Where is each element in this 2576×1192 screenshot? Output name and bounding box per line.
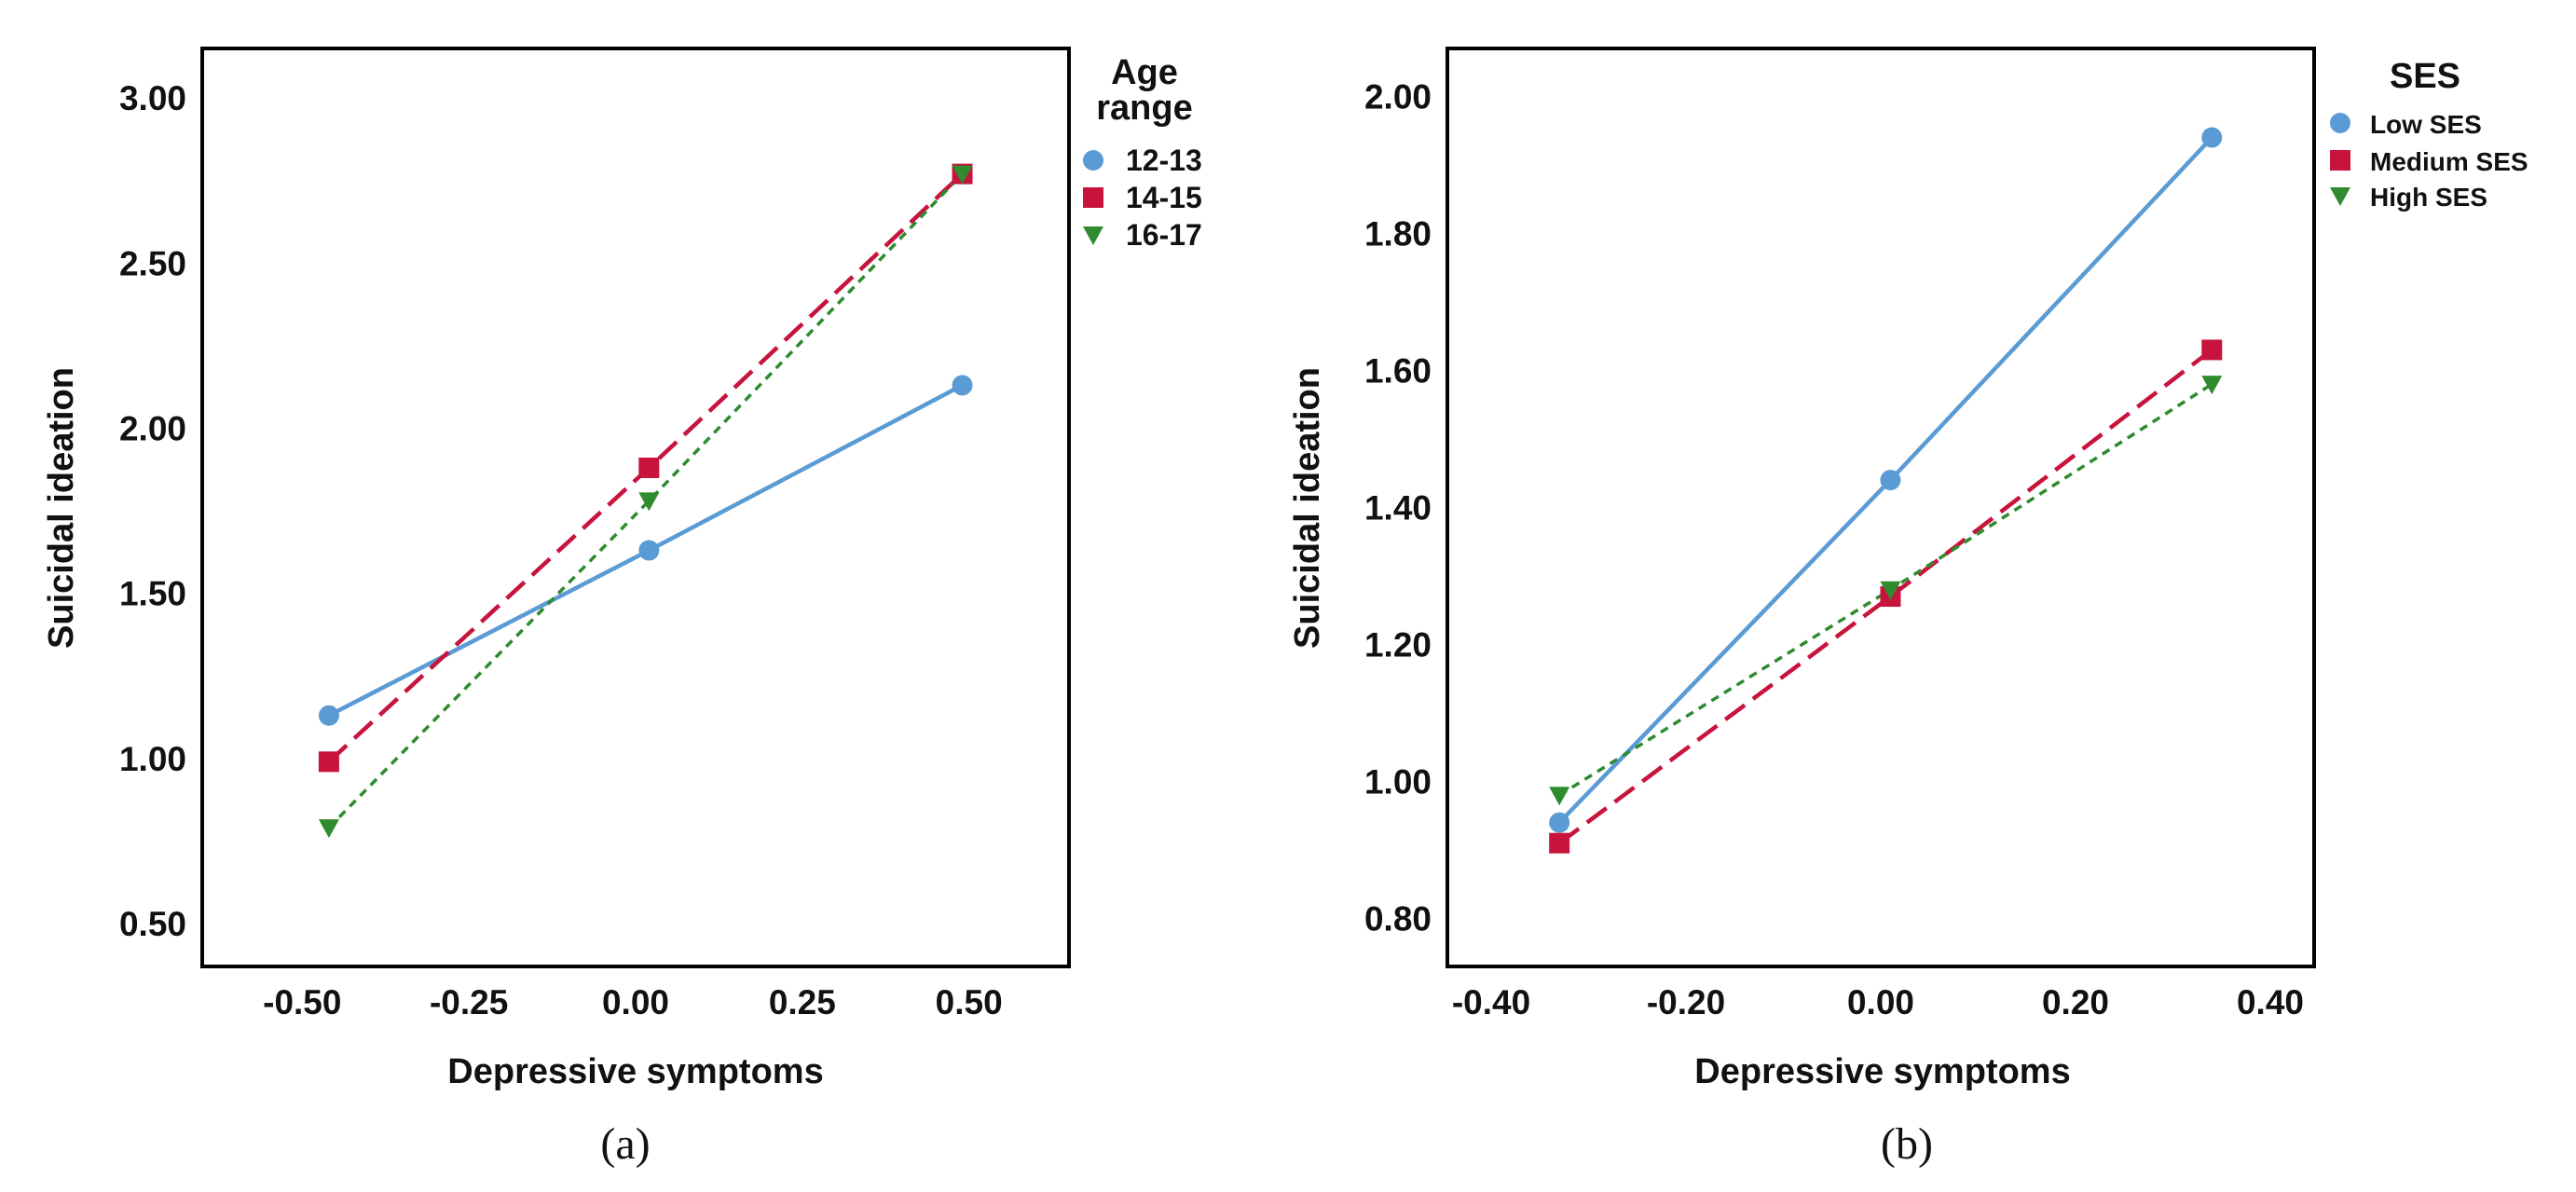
data-point-12-13 — [638, 540, 660, 561]
y-tick-label: 1.50 — [119, 575, 186, 613]
y-tick-label: 1.60 — [1364, 351, 1432, 390]
legend-marker-16-17 — [1083, 226, 1103, 245]
panel-b: 0.80 1.00 1.20 1.40 1.60 1.80 2.00 -0.40 -0.20 0… — [1288, 47, 2528, 1169]
data-point-high-ses — [1880, 581, 1901, 600]
x-tick-label: -0.50 — [263, 983, 341, 1021]
legend-label: 12-13 — [1126, 144, 1202, 177]
data-point-14-15 — [638, 457, 660, 478]
y-axis-label-b: Suicidal ideation — [1288, 367, 1327, 649]
x-tick-label: 0.00 — [1847, 983, 1914, 1021]
y-tick-label: 1.00 — [1364, 763, 1432, 802]
y-tick-label: 1.00 — [119, 740, 186, 778]
data-point-low-ses — [2201, 127, 2223, 148]
y-tick-labels-a: 0.50 1.00 1.50 2.00 2.50 3.00 — [119, 79, 186, 943]
legend-label: 14-15 — [1126, 181, 1202, 214]
x-axis-label-a: Depressive symptoms — [447, 1052, 823, 1091]
plot-frame-b — [1446, 47, 2316, 968]
series-markers-b — [1549, 127, 2223, 854]
panel-caption-b: (b) — [1881, 1119, 1933, 1169]
y-tick-labels-b: 0.80 1.00 1.20 1.40 1.60 1.80 2.00 — [1364, 77, 1432, 938]
data-point-12-13 — [318, 705, 339, 726]
y-tick-label: 2.00 — [1364, 77, 1432, 116]
x-tick-label: 0.20 — [2042, 983, 2109, 1021]
legend-title-line2-a: range — [1096, 89, 1192, 128]
y-tick-label: 2.00 — [119, 409, 186, 447]
legend-marker-12-13 — [1083, 150, 1103, 171]
x-tick-labels-a: -0.50 -0.25 0.00 0.25 0.50 — [263, 983, 1003, 1021]
data-point-low-ses — [1549, 812, 1570, 833]
y-tick-label: 0.50 — [119, 905, 186, 943]
y-tick-label: 1.20 — [1364, 626, 1432, 665]
legend-title-b: SES — [2390, 57, 2460, 96]
y-tick-label: 1.80 — [1364, 214, 1432, 253]
panel-caption-a: (a) — [600, 1119, 650, 1169]
x-axis-label-b: Depressive symptoms — [1694, 1052, 2070, 1091]
plot-frame-a — [200, 47, 1071, 968]
data-point-medium-ses — [2201, 339, 2223, 361]
y-tick-label: 1.40 — [1364, 489, 1432, 527]
y-tick-label: 0.80 — [1364, 900, 1432, 939]
y-axis-label-a: Suicidal ideation — [42, 367, 81, 649]
data-point-high-ses — [2201, 376, 2223, 395]
data-point-12-13 — [952, 375, 973, 396]
legend-label: High SES — [2370, 183, 2487, 212]
legend-marker-14-15 — [1083, 187, 1103, 208]
y-tick-label: 2.50 — [119, 244, 186, 282]
data-point-medium-ses — [1549, 832, 1570, 854]
x-tick-label: -0.25 — [430, 983, 508, 1021]
x-tick-label: 0.25 — [769, 983, 836, 1021]
legend-label: Low SES — [2370, 110, 2482, 139]
series-markers-a — [318, 163, 973, 839]
series-line-16-17 — [327, 172, 964, 829]
data-point-16-17 — [638, 492, 660, 512]
x-tick-label: -0.20 — [1647, 983, 1725, 1021]
legend-title-line1-a: Age — [1111, 53, 1178, 92]
x-tick-label: 0.40 — [2237, 983, 2304, 1021]
panel-a: 0.50 1.00 1.50 2.00 2.50 3.00 -0.50 -0.25 0.00 0… — [42, 47, 1202, 1169]
data-point-low-ses — [1880, 470, 1901, 491]
legend-label: Medium SES — [2370, 147, 2528, 176]
legend-b: SES Low SES Medium SES High SES — [2330, 57, 2528, 212]
x-tick-label: 0.50 — [936, 983, 1003, 1021]
data-point-high-ses — [1549, 787, 1570, 806]
x-tick-labels-b: -0.40 -0.20 0.00 0.20 0.40 — [1452, 983, 2304, 1021]
legend-label: 16-17 — [1126, 218, 1202, 252]
legend-marker-low-ses — [2330, 113, 2350, 133]
x-tick-label: -0.40 — [1452, 983, 1530, 1021]
legend-a: Age range 12-13 14-15 16-17 — [1083, 53, 1202, 252]
legend-marker-high-ses — [2330, 187, 2350, 206]
data-point-16-17 — [318, 819, 339, 839]
y-tick-label: 3.00 — [119, 79, 186, 117]
data-point-14-15 — [318, 751, 339, 773]
x-tick-label: 0.00 — [602, 983, 669, 1021]
legend-marker-medium-ses — [2330, 150, 2350, 171]
data-point-16-17 — [952, 165, 973, 185]
